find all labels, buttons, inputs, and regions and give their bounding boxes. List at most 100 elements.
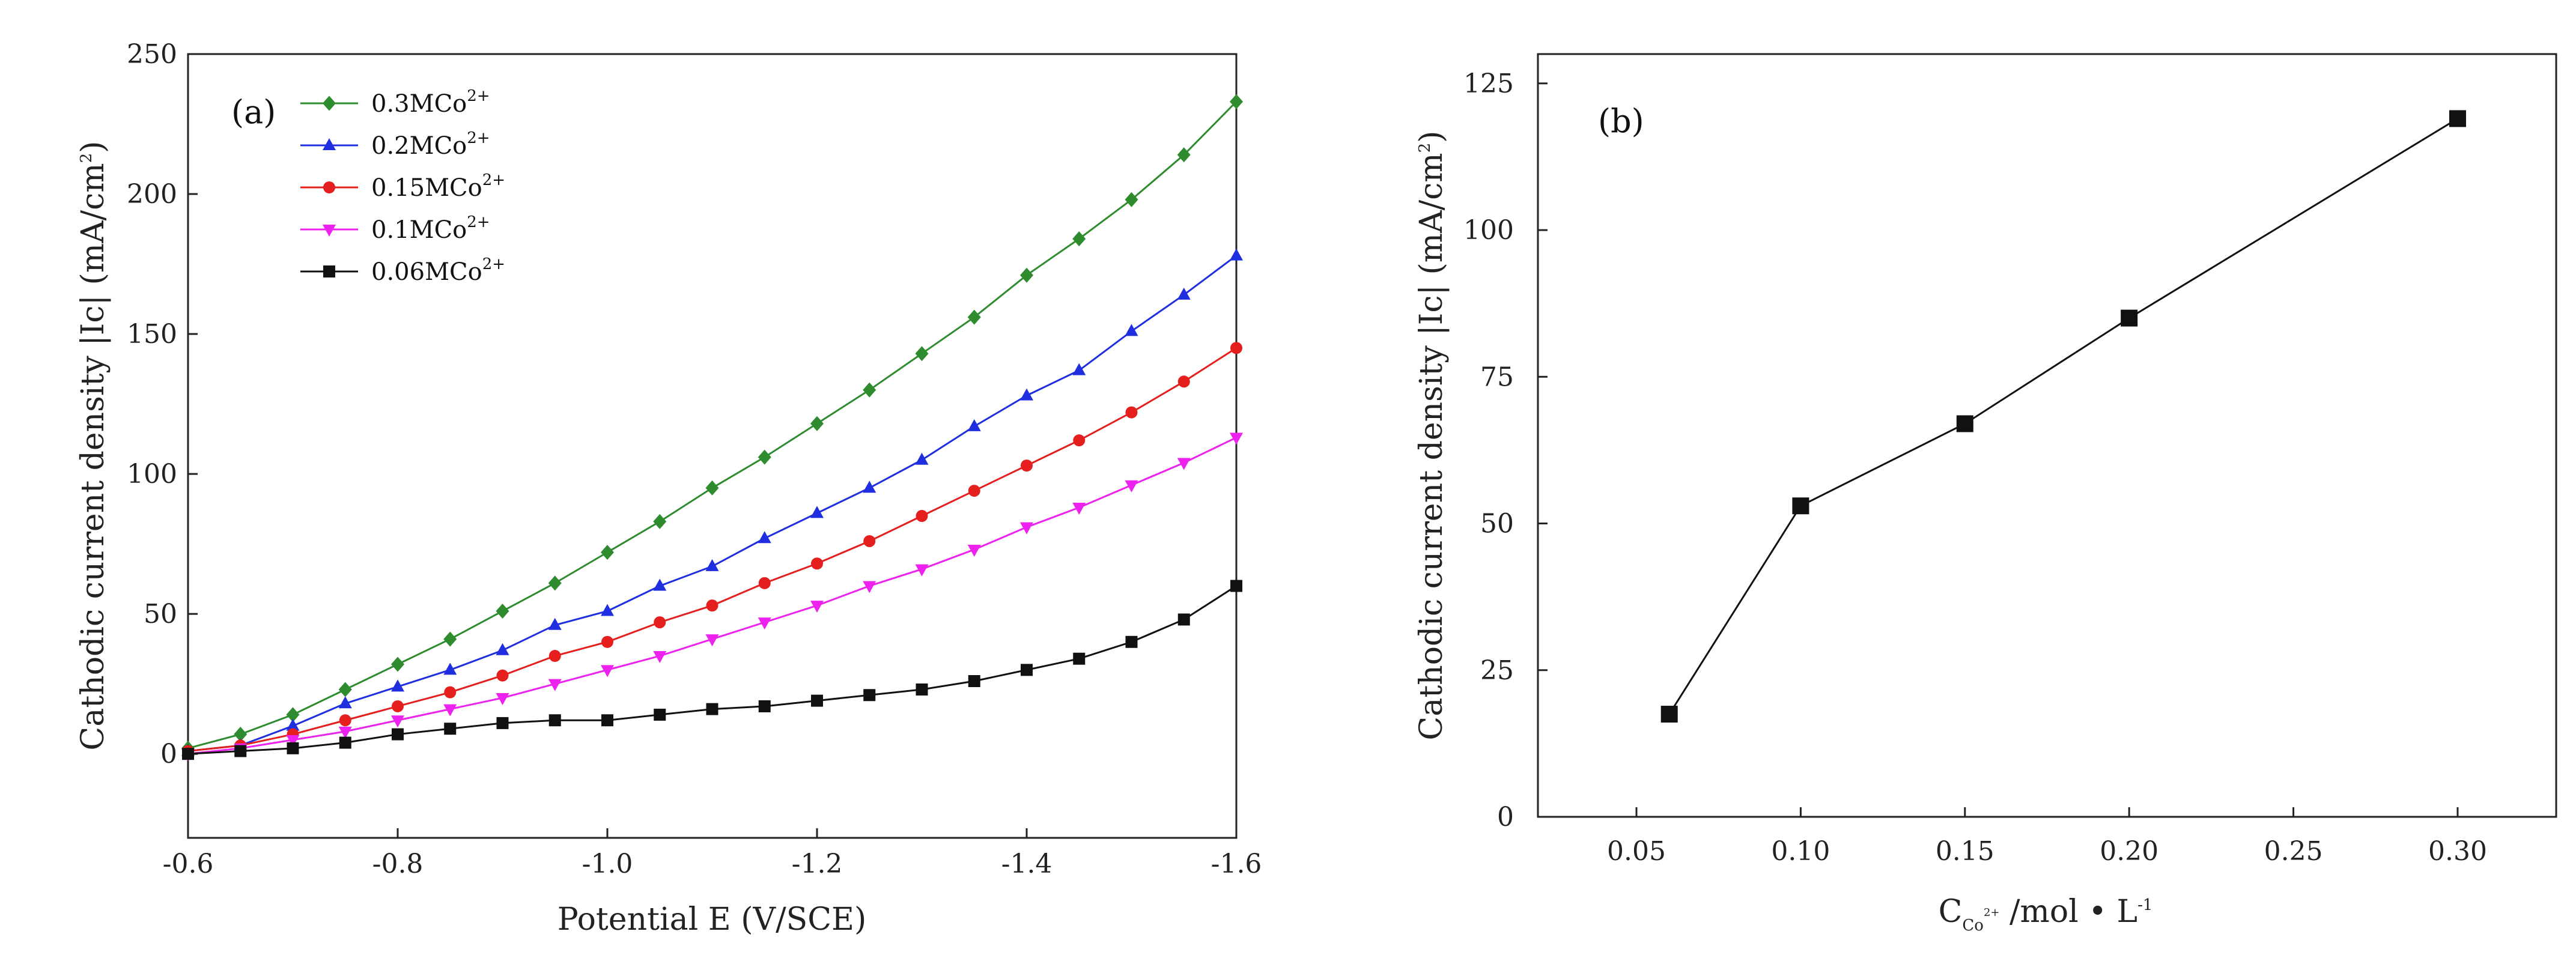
chart-a-series-0-line — [187, 101, 1238, 750]
chart-a-ylabel-main: Cathodic current density |Ic| (mA/cm — [75, 163, 111, 750]
chart-a-legend-label: 0.2MCo2+ — [371, 129, 490, 160]
chart-a-ytick-label: 0 — [160, 739, 177, 769]
chart-a-series-1-point — [338, 696, 352, 709]
chart-b-ylabel-main: Cathodic current density |Ic| (mA/cm — [1414, 153, 1450, 740]
chart-a-series-0-point — [1020, 267, 1033, 283]
chart-a-series-4-point — [1073, 652, 1086, 665]
chart-b-series-point — [2449, 110, 2466, 127]
chart-a-legend-marker — [323, 181, 335, 193]
chart-b: 0 25 50 75 100 125 0.05 0.10 0.15 0.20 0.25 0.30 (… — [1414, 53, 2557, 935]
chart-a-frame — [187, 53, 1238, 839]
chart-a-series-4-point — [548, 714, 561, 727]
chart-a-series-4-point — [234, 745, 247, 757]
chart-a-series-2-point — [863, 535, 876, 547]
chart-a-legend: 0.3MCo2+0.2MCo2+0.15MCo2+0.1MCo2+0.06MCo… — [300, 87, 505, 286]
chart-a-series-2-point — [392, 700, 404, 712]
chart-b-xtick-label: 0.20 — [2100, 836, 2158, 867]
chart-a-series-4-point — [496, 717, 509, 729]
chart-b-xlabel-rest: /mol • L — [2000, 894, 2138, 930]
chart-a-series-4-point — [1125, 635, 1138, 648]
chart-a-series-0-point — [1125, 192, 1138, 207]
chart-b-xtick-label: 0.30 — [2428, 836, 2487, 867]
chart-a-series-1-point — [1125, 324, 1138, 336]
chart-a-series-3-point — [1125, 480, 1138, 493]
chart-a-legend-label: 0.3MCo2+ — [371, 87, 490, 118]
chart-a-series-0-point — [391, 656, 404, 672]
chart-a-series-3-point — [863, 581, 876, 593]
chart-a-series-4-point — [601, 714, 613, 727]
chart-b-xtick-label: 0.25 — [2264, 836, 2323, 867]
chart-b-xlabel-main: C — [1939, 894, 1963, 930]
chart-a-series-2-point — [1125, 406, 1138, 419]
chart-a-series-1-point — [1072, 363, 1086, 375]
chart-b-frame — [1537, 53, 2557, 818]
chart-a-series-0-point — [338, 682, 352, 697]
chart-b-series-point — [2121, 309, 2138, 327]
chart-a-series-0-point — [1177, 147, 1191, 163]
chart-a-series-3-point — [443, 704, 457, 717]
chart-a-legend-sup: 2+ — [482, 171, 505, 189]
chart-a-series-3-point — [1230, 432, 1243, 445]
chart-a-legend-name: 0.2MCo — [371, 132, 467, 160]
chart-a-series-3-point — [338, 726, 352, 739]
chart-a-series-3-point — [286, 735, 300, 747]
chart-a-ylabel-sup: 2 — [77, 153, 96, 163]
chart-a-series-0-point — [863, 382, 876, 398]
chart-a-series-4-point — [1230, 580, 1242, 592]
chart-a-series-4-point — [654, 708, 666, 721]
chart-b-xtick-label: 0.15 — [1936, 836, 1994, 867]
chart-a-legend-marker — [323, 265, 335, 277]
chart-a-series-2-point — [601, 635, 613, 648]
chart-a-series-4-point — [811, 694, 823, 707]
chart-a-series-4-point — [758, 700, 771, 712]
chart-a-series-1-point — [653, 578, 667, 591]
chart-a-legend-sup: 2+ — [467, 87, 490, 105]
chart-a-series-1-point — [1020, 388, 1033, 401]
chart-a-series-3-point — [653, 651, 667, 664]
chart-b-ytick-label: 25 — [1480, 655, 1514, 686]
chart-b-ytick-label: 50 — [1480, 509, 1514, 539]
chart-a-series-4-point — [1177, 613, 1190, 626]
chart-a-xtick-label: -0.8 — [372, 849, 424, 879]
chart-a-xtick-label: -0.6 — [163, 849, 214, 879]
chart-a-series-1-point — [810, 506, 824, 518]
chart-a-series-2-point — [968, 485, 980, 497]
chart-a-series-4-point — [392, 728, 404, 741]
chart-a-series-0-point — [548, 575, 562, 591]
chart-a-ytick-label: 200 — [127, 179, 177, 210]
chart-b-xlabel-subsup: 2+ — [1984, 906, 2000, 919]
chart-a-series-0-point — [601, 545, 614, 560]
chart-a-legend-name: 0.06MCo — [371, 258, 482, 286]
chart-b-xlabel: CCo2+ /mol • L-1 — [1939, 894, 2153, 935]
chart-a-series-0-point — [234, 727, 248, 742]
chart-a-series-1-point — [863, 480, 876, 493]
chart-a-series-3-point — [1072, 503, 1086, 515]
chart-a-panel-label: (a) — [231, 93, 276, 131]
chart-a-series-2-point — [654, 616, 666, 629]
chart-a-legend-marker — [323, 138, 336, 150]
chart-a-legend-sup: 2+ — [467, 213, 490, 231]
chart-a-series-0-point — [705, 480, 719, 496]
chart-a-ylabel-end: ) — [75, 141, 111, 153]
chart-a-series-0-point — [1072, 231, 1086, 247]
chart-a-series-4-point — [706, 703, 718, 715]
chart-b-xtick-label: 0.05 — [1607, 836, 1666, 867]
chart-a-legend-name: 0.1MCo — [371, 216, 467, 244]
chart-a-series-1-point — [1177, 287, 1191, 300]
chart-a-series-0-point — [496, 603, 509, 619]
chart-a-series-1-point — [548, 617, 562, 630]
chart-a-xtick-label: -1.2 — [792, 849, 843, 879]
chart-a-series-4-point — [1021, 664, 1033, 676]
chart-b-xlabel-sup: -1 — [2137, 896, 2152, 914]
chart-a-series-1-point — [705, 559, 719, 571]
chart-a-series-1-point — [758, 531, 771, 544]
chart-a-series-3-point — [705, 634, 719, 647]
chart-a-legend-name: 0.3MCo — [371, 90, 467, 118]
chart-a-series-0-point — [758, 449, 771, 465]
chart-a-legend-marker — [323, 95, 336, 111]
chart-a-series-2-point — [758, 577, 771, 589]
chart-a-series-4-point — [863, 689, 876, 702]
chart-a-series-4-point — [916, 683, 928, 696]
chart-a-xtick-label: -1.6 — [1211, 849, 1262, 879]
chart-a-series-1-point — [443, 662, 457, 675]
